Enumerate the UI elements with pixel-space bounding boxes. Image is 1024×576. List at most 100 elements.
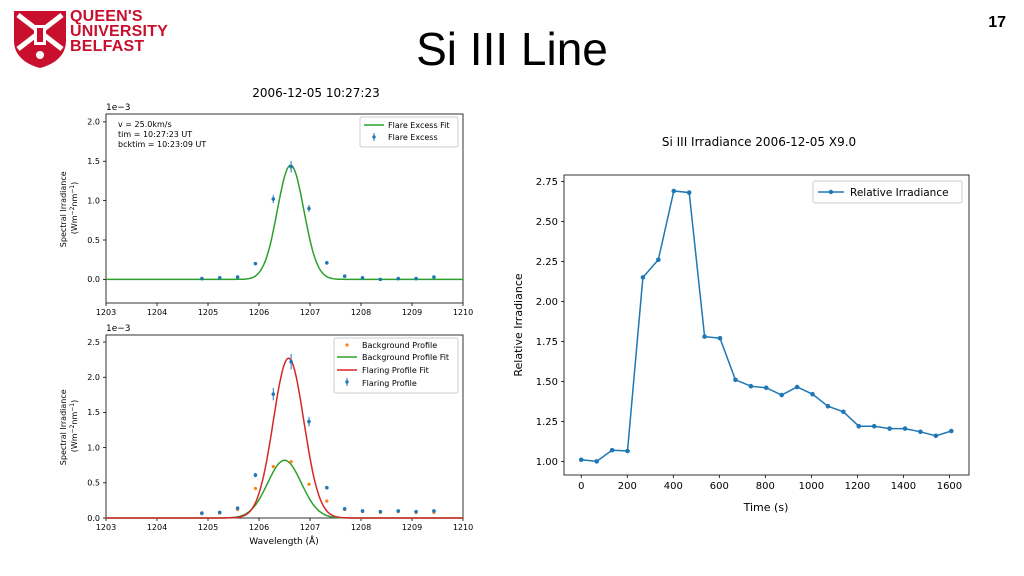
- data-point: [342, 507, 347, 511]
- y-tick-label: 1.5: [87, 157, 100, 166]
- y-tick-label: 0.0: [87, 275, 100, 284]
- annotation-line-3: bcktim = 10:23:09 UT: [118, 140, 206, 149]
- x-tick-label: 1204: [147, 523, 167, 532]
- background-point: [289, 460, 293, 464]
- data-point: [325, 261, 329, 265]
- data-point: [378, 509, 383, 514]
- y-tick-label: 0.5: [87, 479, 100, 488]
- legend-label-background-fit: Background Profile Fit: [362, 353, 449, 362]
- x-tick-label: 1209: [402, 523, 422, 532]
- y-tick-label: 2.0: [87, 373, 100, 382]
- x-tick-label: 800: [756, 481, 775, 492]
- line-marker: [871, 423, 877, 429]
- line-marker: [717, 335, 723, 341]
- line-marker: [779, 392, 784, 398]
- data-point: [432, 509, 436, 513]
- x-axis-label: Time (s): [743, 501, 789, 514]
- y-tick-label: 1.75: [536, 337, 558, 348]
- background-point: [271, 465, 275, 469]
- x-tick-label: 600: [710, 481, 729, 492]
- slide-title: Si III Line: [416, 23, 608, 75]
- line-marker: [918, 429, 923, 435]
- legend-swatch-point: [372, 135, 376, 139]
- x-tick-label: 1208: [351, 308, 371, 317]
- y-tick-label: 2.0: [87, 118, 100, 127]
- line-marker: [887, 426, 892, 431]
- line-marker: [625, 448, 630, 454]
- line-marker: [733, 377, 738, 383]
- line-marker: [794, 384, 800, 390]
- legend-label-background: Background Profile: [362, 341, 437, 350]
- x-tick-label: 1206: [249, 308, 269, 317]
- x-tick-label: 0: [578, 481, 584, 492]
- y-axis-label-line2: (Wm−2nm−1): [69, 182, 79, 235]
- data-point: [217, 276, 222, 280]
- legend-swatch-background-point: [345, 343, 349, 347]
- x-tick-label: 1207: [300, 523, 320, 532]
- line-marker: [902, 426, 908, 431]
- x-tick-label: 1200: [845, 481, 870, 492]
- x-tick-label: 1000: [799, 481, 824, 492]
- data-point: [342, 274, 347, 279]
- x-tick-label: 1205: [198, 523, 218, 532]
- y-tick-label: 0.5: [87, 236, 100, 245]
- data-point: [271, 197, 276, 201]
- data-point: [235, 275, 240, 279]
- x-tick-label: 1208: [351, 523, 371, 532]
- x-tick-label: 200: [618, 481, 637, 492]
- line-marker: [748, 383, 754, 389]
- data-point: [235, 506, 240, 510]
- data-point: [414, 509, 418, 514]
- x-tick-label: 400: [664, 481, 683, 492]
- line-marker: [578, 457, 584, 463]
- legend-swatch-marker: [828, 189, 834, 195]
- series-fit-line: [106, 164, 463, 281]
- data-point: [271, 392, 276, 396]
- data-point: [289, 164, 293, 169]
- chart-title: 2006-12-05 10:27:23: [252, 86, 379, 100]
- data-point: [378, 277, 383, 282]
- line-marker: [656, 257, 661, 263]
- plot-area: [105, 334, 464, 519]
- data-point: [217, 510, 222, 515]
- background-point: [307, 482, 311, 486]
- line-marker: [841, 409, 846, 415]
- series-fit-line: [106, 357, 463, 519]
- data-point: [253, 473, 258, 477]
- axis-scale-label: 1e−3: [106, 103, 131, 113]
- x-tick-label: 1209: [402, 308, 422, 317]
- y-tick-label: 1.00: [536, 457, 558, 468]
- plot-area: [105, 113, 464, 304]
- y-axis-label-line1: Spectral Irradiance: [59, 389, 68, 465]
- y-axis-label: Spectral Irradiance (Wm−2nm−1): [59, 169, 79, 247]
- y-tick-label: 1.5: [87, 408, 100, 417]
- university-logo: [12, 9, 182, 69]
- legend-label-points: Flare Excess: [388, 133, 438, 142]
- chart-legend: Relative Irradiance: [812, 180, 963, 204]
- y-axis-label-line1: Spectral Irradiance: [59, 171, 68, 247]
- chart-legend: Flare Excess Fit Flare Excess: [359, 116, 459, 148]
- line-marker: [609, 447, 615, 453]
- legend-label: Relative Irradiance: [850, 187, 949, 199]
- x-tick-label: 1210: [453, 308, 473, 317]
- line-marker: [948, 428, 954, 434]
- x-axis-label: Wavelength (Å): [249, 535, 318, 547]
- background-point: [325, 499, 329, 503]
- annotation-line-1: v = 25.0km/s: [118, 120, 172, 129]
- data-point: [396, 509, 401, 513]
- line-marker: [671, 188, 677, 194]
- data-point: [200, 511, 204, 515]
- line-marker: [594, 459, 599, 464]
- y-tick-label: 0.0: [87, 514, 100, 523]
- chart-legend: Background Profile Background Profile Fi…: [333, 337, 459, 394]
- x-tick-label: 1206: [249, 523, 269, 532]
- flare-excess-chart: 2006-12-05 10:27:23 1e−3 1203 1204 1205 120…: [59, 86, 473, 317]
- y-tick-label: 1.50: [536, 377, 558, 388]
- y-tick-label: 1.0: [87, 196, 100, 205]
- x-tick-label: 1400: [891, 481, 916, 492]
- y-axis-label: Spectral Irradiance (Wm−2nm−1): [59, 387, 79, 465]
- data-point: [360, 276, 365, 280]
- chart-annotation: v = 25.0km/s tim = 10:27:23 UT bcktim = …: [118, 120, 206, 149]
- data-point: [289, 359, 293, 364]
- data-point: [307, 419, 311, 424]
